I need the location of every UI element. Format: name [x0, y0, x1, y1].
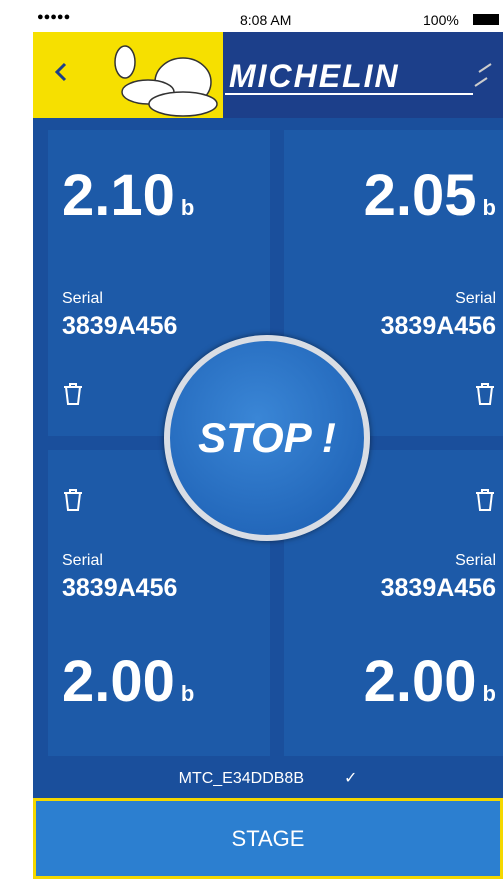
- serial-number: 3839A456: [62, 312, 177, 341]
- check-icon: ✓: [344, 770, 357, 787]
- serial-label: Serial: [455, 552, 496, 570]
- page: ●●●●● 8:08 AM 100% MICHELIN 2.10bSerial3…: [0, 0, 503, 879]
- pressure-unit: b: [483, 195, 496, 220]
- clock: 8:08 AM: [240, 12, 291, 28]
- back-button[interactable]: [57, 64, 65, 80]
- serial-number: 3839A456: [381, 312, 496, 341]
- pressure-unit: b: [181, 195, 194, 220]
- serial-label: Serial: [62, 552, 103, 570]
- pressure: 2.00: [364, 649, 477, 714]
- pressure-unit: b: [483, 681, 496, 706]
- mascot: [115, 46, 217, 116]
- delete-button[interactable]: [62, 382, 84, 406]
- signal: ●●●●●: [37, 11, 70, 23]
- battery-icon: [473, 14, 499, 25]
- pressure: 2.05: [364, 163, 477, 228]
- serial-number: 3839A456: [62, 574, 177, 603]
- pressure: 2.10: [62, 163, 175, 228]
- serial-label: Serial: [62, 290, 103, 308]
- header: MICHELIN: [33, 32, 503, 118]
- delete-button[interactable]: [62, 488, 84, 512]
- delete-button[interactable]: [474, 382, 496, 406]
- status-bar: ●●●●● 8:08 AM 100%: [33, 8, 503, 32]
- stage-button[interactable]: STAGE: [33, 798, 503, 879]
- stop-button[interactable]: STOP !: [164, 335, 370, 541]
- device-id: MTC_E34DDB8B: [179, 770, 304, 787]
- delete-button[interactable]: [474, 488, 496, 512]
- device-row: MTC_E34DDB8B ✓: [33, 768, 503, 788]
- serial-number: 3839A456: [381, 574, 496, 603]
- pressure-unit: b: [181, 681, 194, 706]
- pressure: 2.00: [62, 649, 175, 714]
- battery-text: 100%: [423, 12, 459, 28]
- serial-label: Serial: [455, 290, 496, 308]
- rotate-icon[interactable]: [475, 64, 491, 86]
- brand: MICHELIN: [229, 58, 400, 95]
